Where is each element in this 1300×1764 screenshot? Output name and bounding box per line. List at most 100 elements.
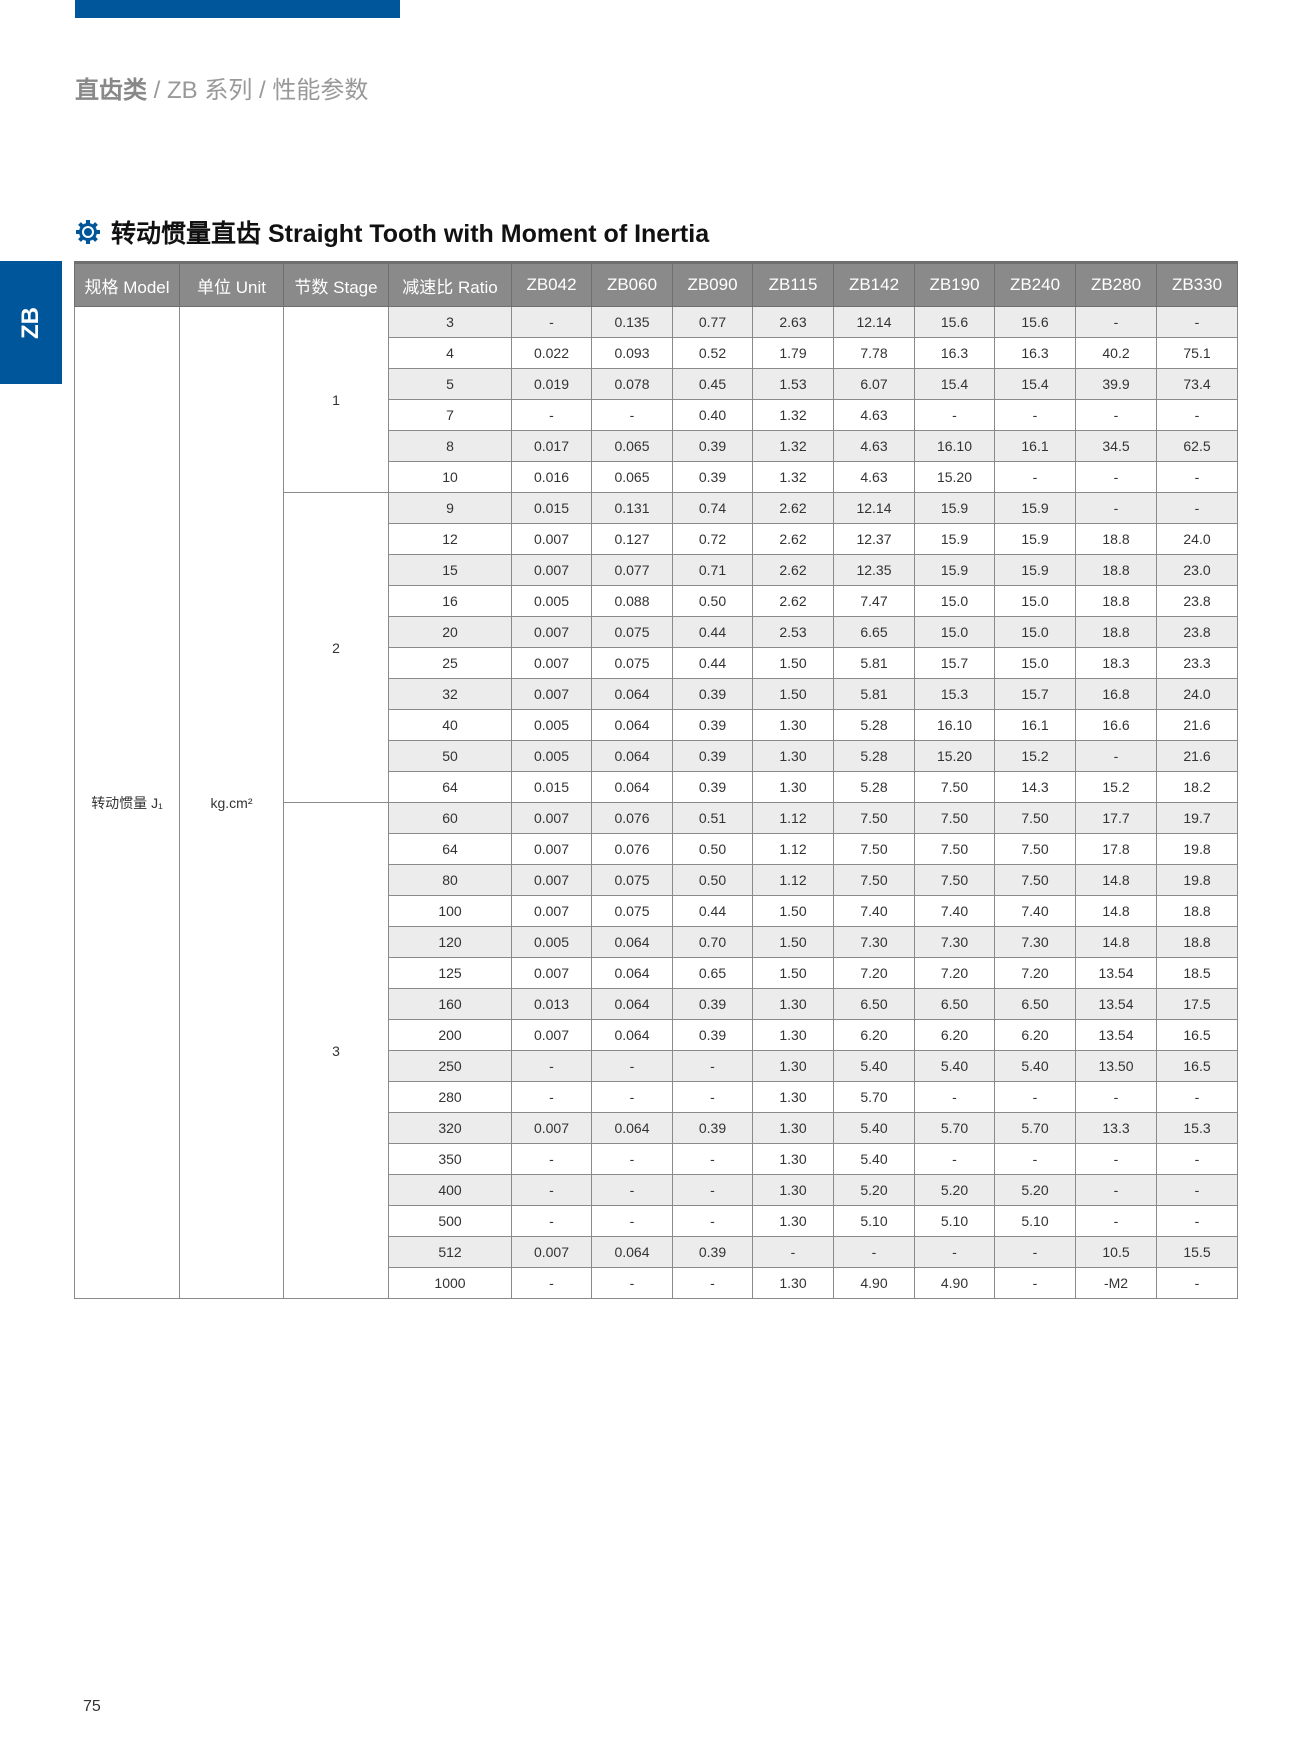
value-cell: 5.20 [833, 1174, 915, 1206]
table-row: 5 0.019 0.078 0.45 1.53 6.07 15.4 15.4 39.9 73.4 [75, 368, 1238, 400]
value-cell: 18.8 [1075, 585, 1157, 617]
value-cell: 6.50 [994, 988, 1076, 1020]
value-cell: - [994, 1143, 1076, 1175]
value-cell: 21.6 [1156, 709, 1238, 741]
value-cell: 13.54 [1075, 1019, 1157, 1051]
value-cell: - [511, 306, 592, 338]
value-cell: 0.064 [591, 926, 673, 958]
column-header: ZB060 [591, 261, 673, 307]
value-cell: 7.78 [833, 337, 915, 369]
value-cell: 1.30 [752, 1143, 834, 1175]
value-cell: 1.12 [752, 802, 834, 834]
ratio-cell: 250 [388, 1050, 512, 1082]
value-cell: 0.019 [511, 368, 592, 400]
value-cell: 18.5 [1156, 957, 1238, 989]
value-cell: - [994, 1081, 1076, 1113]
value-cell: - [994, 1236, 1076, 1268]
value-cell: 0.50 [672, 864, 753, 896]
value-cell: - [1075, 492, 1157, 524]
value-cell: 15.0 [914, 616, 995, 648]
value-cell: 0.52 [672, 337, 753, 369]
value-cell: 12.37 [833, 523, 915, 555]
value-cell: 62.5 [1156, 430, 1238, 462]
value-cell: 0.064 [591, 771, 673, 803]
value-cell: 15.0 [994, 585, 1076, 617]
value-cell: 16.3 [914, 337, 995, 369]
ratio-cell: 5 [388, 368, 512, 400]
value-cell: 0.005 [511, 740, 592, 772]
value-cell: 24.0 [1156, 678, 1238, 710]
value-cell: - [511, 1205, 592, 1237]
ratio-cell: 500 [388, 1205, 512, 1237]
value-cell: 5.70 [833, 1081, 915, 1113]
value-cell: 75.1 [1156, 337, 1238, 369]
value-cell: 12.35 [833, 554, 915, 586]
value-cell: 0.007 [511, 864, 592, 896]
value-cell: 5.10 [914, 1205, 995, 1237]
value-cell: 15.3 [1156, 1112, 1238, 1144]
value-cell: - [1075, 399, 1157, 431]
value-cell: 5.28 [833, 709, 915, 741]
value-cell: 0.075 [591, 895, 673, 927]
value-cell: 6.50 [914, 988, 995, 1020]
value-cell: 15.0 [914, 585, 995, 617]
table-row: 20 0.007 0.075 0.44 2.53 6.65 15.0 15.0 18.8 23.8 [75, 616, 1238, 648]
value-cell: - [833, 1236, 915, 1268]
value-cell: 5.28 [833, 771, 915, 803]
value-cell: 1.50 [752, 647, 834, 679]
value-cell: 0.65 [672, 957, 753, 989]
value-cell: - [672, 1174, 753, 1206]
ratio-cell: 512 [388, 1236, 512, 1268]
table-row: 50 0.005 0.064 0.39 1.30 5.28 15.20 15.2-21.6 [75, 740, 1238, 772]
breadcrumb: 直齿类 / ZB 系列 / 性能参数 [75, 70, 368, 105]
value-cell: - [994, 399, 1076, 431]
value-cell: 0.74 [672, 492, 753, 524]
value-cell: 1.32 [752, 461, 834, 493]
value-cell: 15.9 [994, 554, 1076, 586]
value-cell: 5.10 [994, 1205, 1076, 1237]
value-cell: 0.007 [511, 957, 592, 989]
value-cell: - [511, 1174, 592, 1206]
value-cell: - [511, 399, 592, 431]
value-cell: 16.8 [1075, 678, 1157, 710]
ratio-cell: 16 [388, 585, 512, 617]
value-cell: - [1075, 1174, 1157, 1206]
value-cell: 5.10 [833, 1205, 915, 1237]
value-cell: 23.0 [1156, 554, 1238, 586]
value-cell: 15.4 [994, 368, 1076, 400]
table-header-row: 规格 Model 单位 Unit 节数 Stage 减速比 Ratio ZB042 ZB0… [74, 261, 1238, 307]
ratio-cell: 80 [388, 864, 512, 896]
value-cell: 16.3 [994, 337, 1076, 369]
value-cell: 0.70 [672, 926, 753, 958]
value-cell: - [1156, 1174, 1238, 1206]
value-cell: 1.30 [752, 988, 834, 1020]
column-header: 单位 Unit [179, 261, 284, 307]
ratio-cell: 9 [388, 492, 512, 524]
value-cell: 4.90 [833, 1267, 915, 1299]
value-cell: - [994, 1267, 1076, 1299]
value-cell: 0.093 [591, 337, 673, 369]
value-cell: 15.9 [914, 492, 995, 524]
column-header: 节数 Stage [283, 261, 389, 307]
value-cell: 7.20 [914, 957, 995, 989]
value-cell: 0.022 [511, 337, 592, 369]
table-row: 32 0.007 0.064 0.39 1.50 5.81 15.3 15.7 16.8 24.0 [75, 678, 1238, 710]
ratio-cell: 8 [388, 430, 512, 462]
value-cell: 15.6 [914, 306, 995, 338]
value-cell: 1.30 [752, 1019, 834, 1051]
value-cell: - [1075, 461, 1157, 493]
breadcrumb-series: ZB 系列 [167, 77, 253, 104]
value-cell: 5.40 [914, 1050, 995, 1082]
value-cell: 6.50 [833, 988, 915, 1020]
value-cell: 15.9 [994, 492, 1076, 524]
value-cell: 15.9 [914, 523, 995, 555]
page-number: 75 [83, 1698, 101, 1715]
ratio-cell: 120 [388, 926, 512, 958]
value-cell: 15.20 [914, 461, 995, 493]
value-cell: 7.50 [994, 864, 1076, 896]
breadcrumb-separator: / [252, 77, 273, 104]
value-cell: 0.017 [511, 430, 592, 462]
value-cell: 19.8 [1156, 833, 1238, 865]
stage-cell: 1 [283, 306, 389, 493]
value-cell: 7.40 [833, 895, 915, 927]
